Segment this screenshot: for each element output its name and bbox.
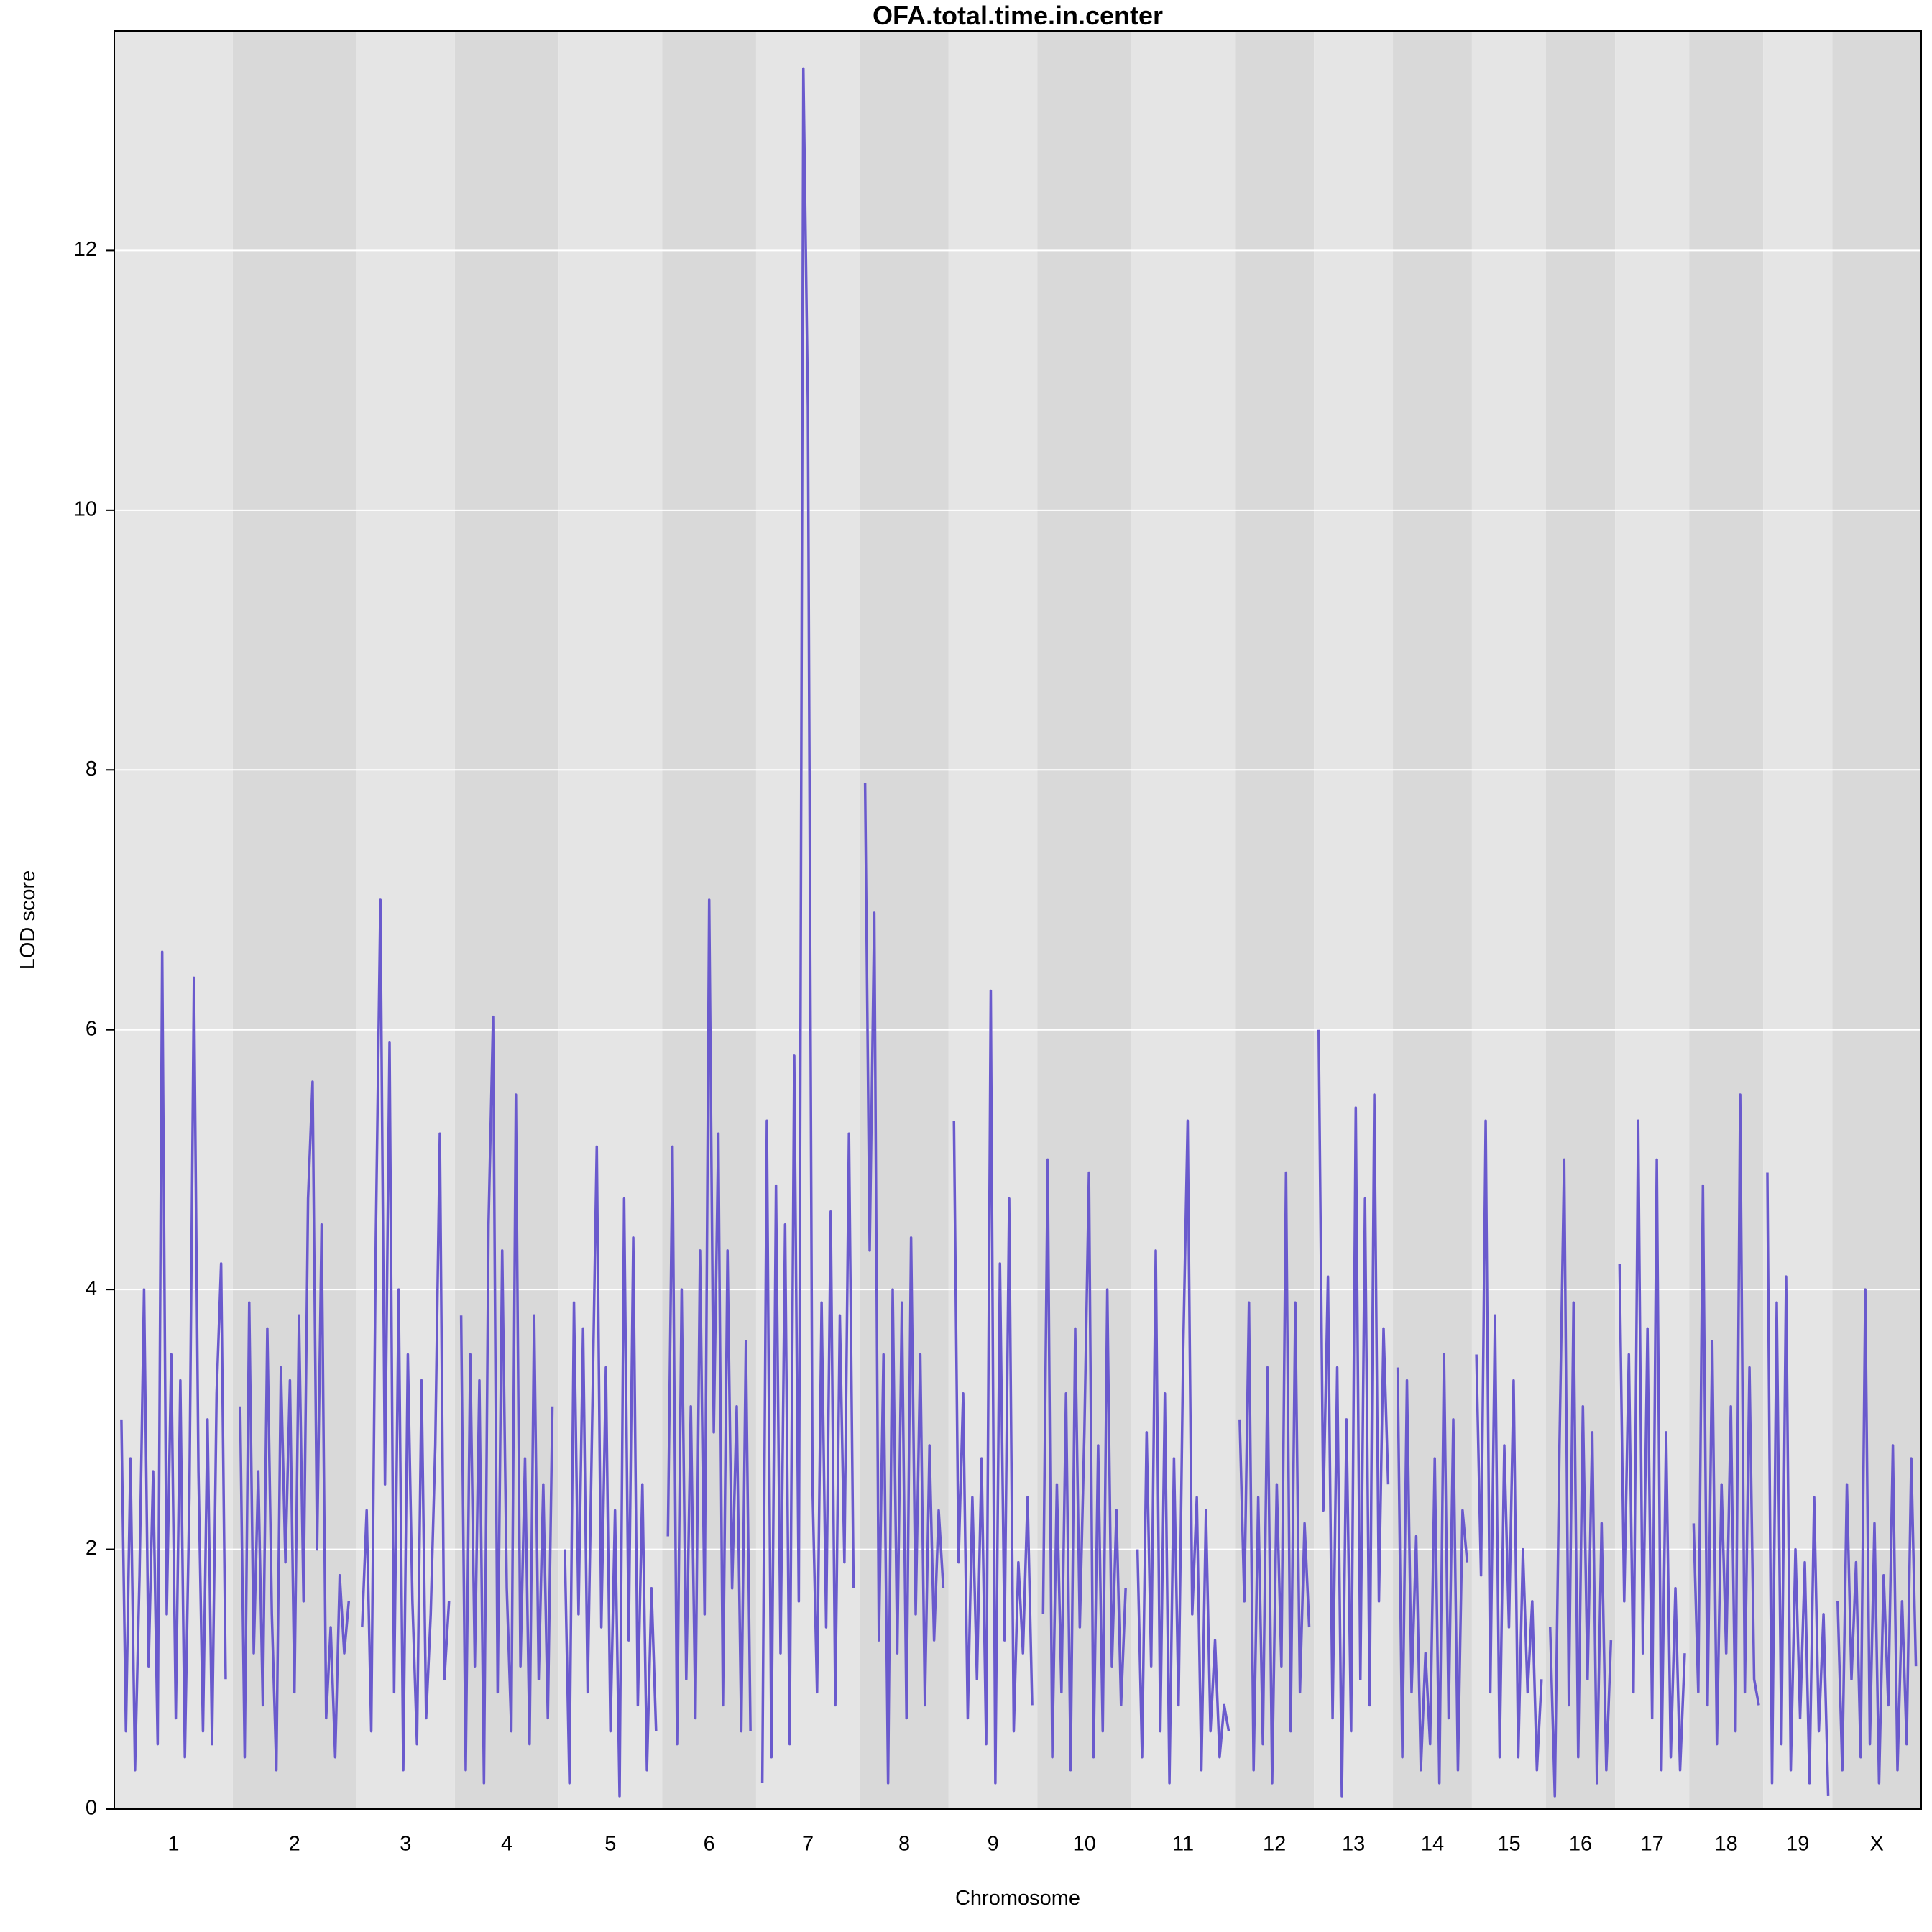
chromosome-band <box>1471 31 1546 1809</box>
x-tick-label: 9 <box>988 1833 999 1856</box>
y-tick-label: 4 <box>86 1277 97 1300</box>
lod-line <box>1041 1158 1127 1772</box>
lod-line <box>120 950 227 1772</box>
x-tick-label: 3 <box>400 1833 411 1856</box>
lod-line <box>1317 1029 1390 1798</box>
x-tick-label: 11 <box>1172 1833 1194 1856</box>
lod-line <box>952 989 1034 1785</box>
lod-line <box>1766 1172 1830 1796</box>
lod-line <box>239 1080 351 1772</box>
plot-frame <box>114 30 1922 1810</box>
x-tick-label: 8 <box>898 1833 910 1856</box>
x-tick-label: 10 <box>1073 1833 1096 1856</box>
chromosome-band <box>1131 31 1236 1809</box>
lod-line <box>666 898 752 1746</box>
lod-line <box>459 1015 554 1785</box>
x-tick-label: 13 <box>1342 1833 1365 1856</box>
x-tick-label: 19 <box>1786 1833 1809 1856</box>
lod-line <box>564 1145 658 1798</box>
lod-line <box>1396 1353 1469 1785</box>
x-tick-label: 17 <box>1641 1833 1664 1856</box>
lod-line <box>361 898 451 1772</box>
y-tick-label: 6 <box>86 1017 97 1040</box>
y-tick-label: 0 <box>86 1797 97 1820</box>
lod-line <box>863 783 945 1785</box>
x-tick-label: 1 <box>167 1833 179 1856</box>
chromosome-band <box>1615 31 1690 1809</box>
lod-line <box>1238 1171 1311 1785</box>
x-tick-label: 4 <box>501 1833 512 1856</box>
chromosome-band <box>558 31 663 1809</box>
lod-line <box>760 67 855 1783</box>
chromosome-band <box>232 31 356 1809</box>
lod-line <box>1618 1119 1686 1772</box>
x-tick-label: 16 <box>1569 1833 1592 1856</box>
y-tick-label: 2 <box>86 1537 97 1560</box>
x-tick-label: 14 <box>1421 1833 1444 1856</box>
x-tick-label: 6 <box>704 1833 715 1856</box>
x-tick-label: 7 <box>802 1833 814 1856</box>
y-tick-label: 8 <box>86 758 97 781</box>
lod-line <box>1475 1119 1543 1772</box>
lod-line <box>1136 1119 1230 1785</box>
lod-line <box>1692 1093 1760 1746</box>
chart-title: OFA.total.time.in.center <box>873 1 1163 30</box>
y-tick-label: 10 <box>74 497 97 520</box>
x-tick-label: X <box>1870 1833 1884 1856</box>
y-tick-label: 12 <box>74 238 97 261</box>
lod-line <box>1548 1158 1613 1798</box>
y-axis-title: LOD score <box>17 870 40 970</box>
x-tick-label: 12 <box>1263 1833 1286 1856</box>
x-axis-title: Chromosome <box>955 1887 1080 1910</box>
x-tick-label: 5 <box>604 1833 616 1856</box>
x-tick-label: 18 <box>1715 1833 1738 1856</box>
x-tick-label: 2 <box>289 1833 300 1856</box>
chromosome-band <box>1235 31 1315 1809</box>
lod-line <box>1836 1288 1918 1785</box>
x-tick-label: 15 <box>1497 1833 1520 1856</box>
